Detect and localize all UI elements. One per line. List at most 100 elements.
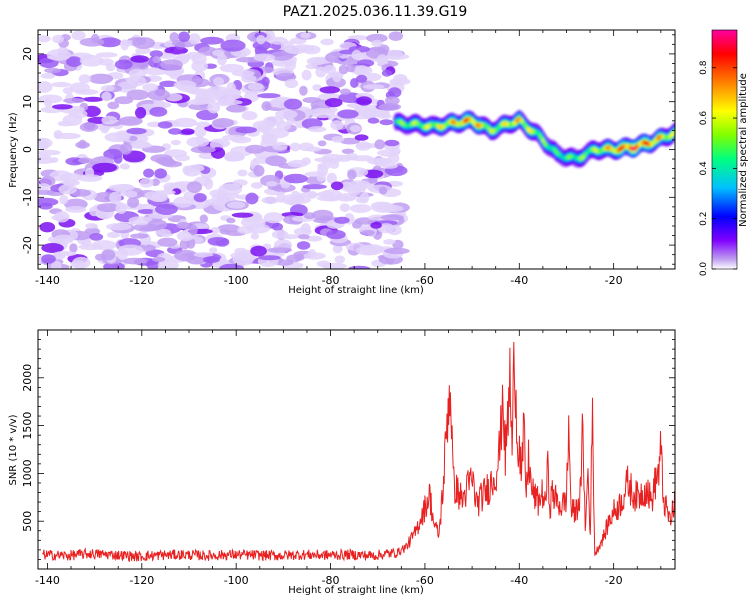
noise-blob bbox=[62, 87, 74, 95]
noise-blob bbox=[174, 249, 198, 262]
x-tick-label: -60 bbox=[416, 574, 434, 587]
noise-blob bbox=[149, 50, 163, 58]
noise-blob bbox=[271, 230, 289, 239]
noise-blob bbox=[38, 138, 49, 150]
y-tick-label: 500 bbox=[21, 511, 34, 532]
noise-blob bbox=[364, 72, 382, 82]
noise-blob bbox=[317, 140, 327, 147]
y-tick-label: 1500 bbox=[21, 412, 34, 440]
noise-blob bbox=[69, 109, 88, 119]
noise-blob bbox=[126, 89, 150, 101]
noise-blob bbox=[128, 135, 138, 142]
noise-blob bbox=[263, 116, 285, 126]
noise-blob bbox=[302, 45, 321, 55]
noise-blob bbox=[213, 77, 224, 86]
noise-blob bbox=[284, 60, 296, 71]
noise-blob bbox=[219, 263, 245, 269]
noise-blob bbox=[312, 84, 322, 91]
noise-blob bbox=[276, 191, 285, 203]
noise-blob bbox=[302, 184, 327, 190]
noise-blob bbox=[347, 169, 357, 180]
noise-blob bbox=[103, 148, 123, 160]
noise-blob bbox=[280, 182, 291, 189]
noise-blob bbox=[253, 53, 276, 62]
noise-blob bbox=[268, 36, 288, 45]
noise-blob bbox=[226, 201, 246, 209]
y-tick-label: 0 bbox=[21, 146, 34, 153]
noise-blob bbox=[38, 183, 51, 191]
x-tick-label: -100 bbox=[224, 574, 249, 587]
noise-blob bbox=[209, 247, 218, 254]
x-tick-label: -60 bbox=[416, 274, 434, 287]
noise-blob bbox=[79, 55, 104, 67]
noise-blob bbox=[250, 245, 267, 257]
noise-blob bbox=[376, 44, 390, 54]
noise-blob bbox=[50, 260, 62, 269]
noise-blob bbox=[175, 53, 191, 63]
noise-blob bbox=[176, 221, 190, 229]
noise-blob bbox=[235, 126, 257, 134]
colorbar-label: Normalized spectral amplitude bbox=[738, 73, 749, 227]
noise-blob bbox=[283, 173, 308, 184]
noise-blob bbox=[122, 257, 148, 265]
noise-blob bbox=[326, 172, 337, 184]
noise-blob bbox=[257, 93, 281, 99]
snr-panel: -140 -120 -100 -80 -60 -40 -20500100015002000 … bbox=[8, 329, 676, 596]
x-tick-label: -80 bbox=[322, 574, 340, 587]
noise-blob bbox=[155, 203, 178, 215]
noise-blob bbox=[199, 214, 208, 223]
signal-cell bbox=[519, 118, 524, 124]
noise-blob bbox=[226, 217, 236, 224]
noise-blob bbox=[139, 178, 154, 188]
noise-blob bbox=[354, 134, 369, 141]
signal-track bbox=[393, 110, 675, 168]
noise-blob bbox=[384, 247, 410, 255]
noise-blob bbox=[304, 171, 328, 177]
noise-blob bbox=[361, 229, 375, 236]
noise-blob bbox=[135, 47, 151, 55]
noise-blob bbox=[348, 180, 371, 189]
noise-blob bbox=[299, 85, 308, 96]
noise-blob bbox=[378, 204, 404, 213]
noise-blob bbox=[173, 196, 194, 208]
noise-blob bbox=[247, 82, 264, 91]
noise-blob bbox=[173, 117, 198, 128]
noise-blob bbox=[106, 231, 121, 238]
noise-blob bbox=[284, 78, 299, 89]
noise-blob bbox=[326, 229, 346, 240]
noise-blob bbox=[378, 186, 388, 195]
noise-blob bbox=[188, 33, 201, 45]
x-tick-label: -100 bbox=[224, 274, 249, 287]
y-tick-label: 1000 bbox=[21, 459, 34, 487]
noise-blob bbox=[232, 253, 254, 266]
noise-blob bbox=[355, 74, 368, 83]
noise-blob bbox=[159, 80, 178, 88]
noise-blob bbox=[316, 195, 342, 202]
noise-blob bbox=[348, 265, 371, 269]
noise-blob bbox=[92, 162, 117, 173]
noise-blob bbox=[267, 247, 293, 253]
noise-blob bbox=[101, 115, 118, 125]
noise-blob bbox=[301, 157, 311, 165]
noise-blob bbox=[169, 32, 179, 43]
noise-blob bbox=[355, 143, 380, 149]
spectrogram-panel: -140 -120 -100 -80 -60 -40 -20 20 10 0 -10 -20 Heig… bbox=[8, 29, 676, 296]
noise-blob bbox=[352, 220, 363, 229]
noise-blob bbox=[212, 49, 225, 57]
noise-blob bbox=[258, 255, 281, 261]
noise-blob bbox=[52, 34, 64, 44]
noise-blob bbox=[367, 117, 380, 124]
noise-blob bbox=[349, 204, 372, 213]
signal-cell bbox=[536, 130, 541, 136]
noise-blob bbox=[291, 190, 300, 197]
noise-blob bbox=[217, 224, 240, 233]
colorbar-tick-label: 0.2 bbox=[699, 212, 709, 226]
noise-blob bbox=[44, 67, 61, 74]
snr-frame bbox=[37, 329, 676, 570]
noise-blob bbox=[231, 212, 254, 218]
noise-blob bbox=[153, 100, 166, 107]
x-tick-label: -40 bbox=[510, 574, 528, 587]
noise-blob bbox=[69, 243, 78, 253]
noise-blob bbox=[334, 216, 350, 224]
noise-blob bbox=[265, 155, 287, 167]
